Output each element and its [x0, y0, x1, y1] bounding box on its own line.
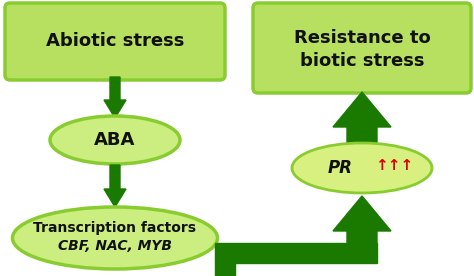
Polygon shape	[104, 165, 126, 207]
Text: ABA: ABA	[94, 131, 136, 149]
Text: Transcription factors: Transcription factors	[34, 221, 197, 235]
Bar	[215, 263, 235, 276]
FancyBboxPatch shape	[5, 3, 225, 80]
Ellipse shape	[292, 143, 432, 193]
Polygon shape	[333, 196, 391, 256]
Text: CBF, NAC, MYB: CBF, NAC, MYB	[58, 239, 172, 253]
Text: PR: PR	[328, 159, 353, 177]
Text: Resistance to: Resistance to	[293, 29, 430, 47]
FancyBboxPatch shape	[253, 3, 471, 93]
Text: Abiotic stress: Abiotic stress	[46, 33, 184, 51]
Ellipse shape	[50, 116, 180, 164]
Text: ↑↑↑: ↑↑↑	[375, 158, 413, 174]
Polygon shape	[333, 92, 391, 148]
Polygon shape	[104, 77, 126, 118]
Bar	[215, 243, 377, 263]
Text: biotic stress: biotic stress	[300, 52, 424, 70]
Ellipse shape	[12, 207, 218, 269]
